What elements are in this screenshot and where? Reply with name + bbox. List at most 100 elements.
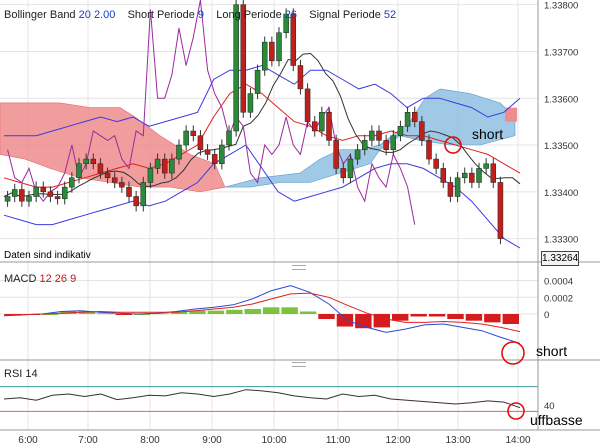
macd-histogram-bar [318,314,335,320]
annotation-circle-price [444,136,462,154]
rsi-y-tick-label: 40 [544,401,555,412]
annotation-short-macd: short [536,343,568,359]
pane-resize-handle[interactable] [292,362,306,367]
macd-histogram-bar [299,311,317,314]
macd-slow: 26 [54,273,68,285]
signal-period-value: 52 [383,9,397,21]
candle-body [261,41,268,71]
current-price-tag: 1.33264 [541,251,579,266]
macd-histogram-bar [189,310,206,314]
candle-body [161,158,168,174]
candle-body [304,88,311,122]
candle-body [469,172,475,183]
y-tick-label: 1.33500 [544,141,578,152]
macd-histogram-bar [115,314,132,315]
candle-body [404,112,411,127]
ichimoku-kijun-line [3,52,521,197]
macd-y-tick-label: 0.0002 [544,293,573,304]
x-tick-label: 10:00 [261,435,286,446]
macd-histogram-bar [336,314,354,327]
annotation-circle-rsi [507,402,525,420]
macd-histogram-bar [263,307,280,314]
short-period-value: 9 [197,9,205,21]
macd-histogram-bar [78,311,96,314]
candle-body [4,196,11,202]
annotation-circle-macd [501,341,525,365]
macd-histogram-bar [373,314,390,328]
candle-body [454,177,461,197]
annotation-uffbasse: uffbasse [530,412,583,428]
candle-body [361,140,368,150]
candle-body [290,13,297,66]
candle-body [240,4,247,113]
candle-body [26,196,32,202]
candle-body [211,154,218,164]
y-tick-label: 1.33400 [544,188,578,199]
candle-body [97,163,104,174]
macd-histogram-bar [392,314,409,321]
candle-body [326,112,332,141]
candle-body [476,168,482,183]
macd-histogram-bar [465,314,483,321]
candle-body [419,121,425,141]
candle-body [347,158,354,179]
macd-histogram-bar [97,313,114,315]
candle-body [297,65,304,90]
candle-body [126,186,132,197]
candle-body [376,130,382,141]
macd-histogram-bar [281,307,298,314]
candle-body [197,135,204,150]
candle-body [269,41,275,62]
candle-body [19,189,25,202]
ichimoku-cloud-bearish-edge [505,107,517,122]
bb-stddev: 2.00 [93,9,116,21]
macd-fast: 12 [39,273,52,285]
candle-body [119,182,125,188]
bb-label: Bollinger Band [4,9,76,21]
candle-body [154,158,161,169]
x-tick-label: 12:00 [385,435,410,446]
candle-body [340,168,347,179]
candle-body [233,4,239,132]
macd-label: MACD [4,273,37,285]
candle-body [90,158,97,164]
candle-body [76,163,82,179]
candle-body [461,172,468,179]
macd-legend: MACD 12 26 9 [4,273,76,286]
x-tick-label: 7:00 [78,435,98,446]
candle-body [369,130,375,141]
candle-body [333,140,339,169]
candle-body [254,69,261,94]
candle-body [390,135,397,150]
candle-body [276,32,282,62]
macd-histogram-bar [170,311,188,314]
x-tick-label: 9:00 [202,435,222,446]
x-tick-label: 11:00 [326,435,351,446]
long-period-label: Long Periode [216,9,282,21]
macd-y-tick-label: 0 [544,310,549,321]
candle-body [411,112,418,122]
candle-body [490,163,497,183]
bollinger-lower-line [3,144,521,249]
y-tick-label: 1.33700 [544,47,578,58]
pane-resize-handle[interactable] [292,265,306,270]
candle-body [11,189,18,197]
macd-histogram-bar [447,314,464,320]
y-tick-label: 1.33600 [544,94,578,105]
candle-body [61,186,68,200]
candle-body [204,149,211,155]
bb-period: 20 [78,9,91,21]
rsi-period: 14 [25,368,38,380]
candle-body [440,168,447,183]
rsi-legend: RSI 14 [4,368,38,381]
macd-histogram-bar [410,314,427,317]
x-tick-label: 14:00 [505,435,530,446]
candle-body [54,196,61,200]
macd-histogram-bar [207,310,225,314]
status-text: Daten sind indikativ [4,250,91,261]
candle-body [354,149,361,160]
candle-body [483,163,489,169]
macd-histogram-bar [502,314,519,325]
signal-period-label: Signal Periode [309,9,381,21]
